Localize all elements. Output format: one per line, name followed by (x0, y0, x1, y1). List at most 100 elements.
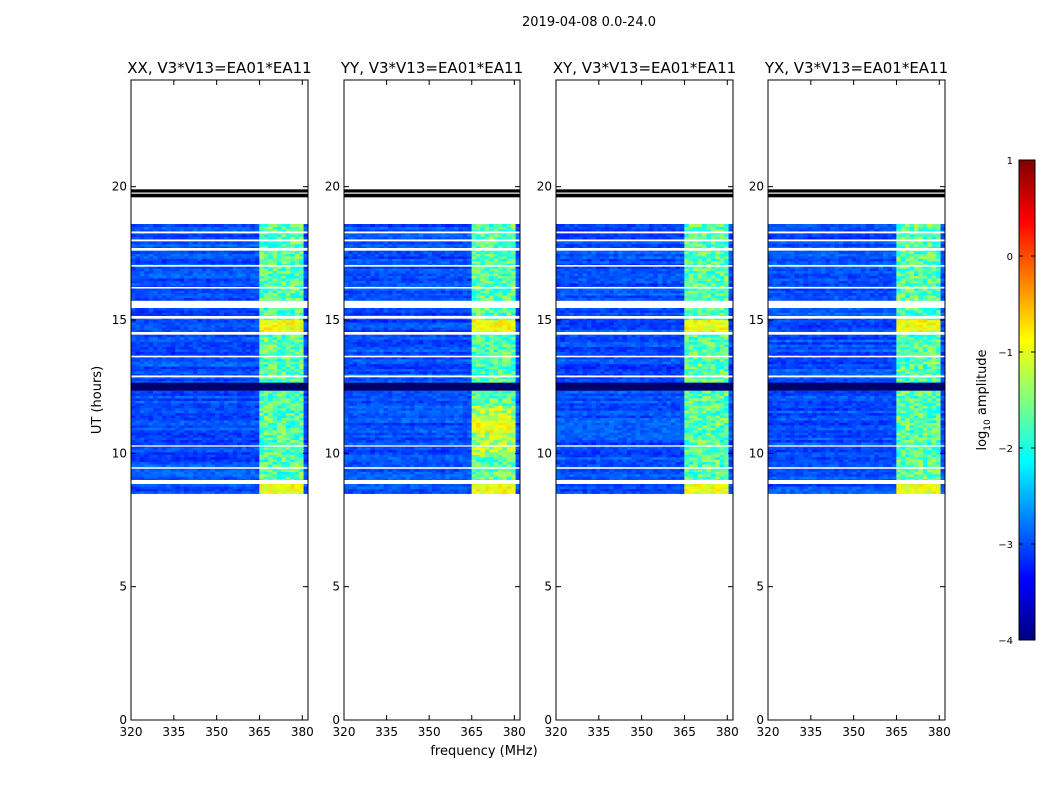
heatmap-cell (170, 241, 176, 245)
heatmap-cell (232, 282, 238, 286)
heatmap-cell (290, 471, 296, 475)
heatmap-cell (197, 437, 203, 441)
heatmap-cell (290, 336, 296, 340)
heatmap-cell (131, 449, 137, 453)
heatmap-cell (197, 343, 203, 348)
heatmap-cell (449, 461, 455, 465)
heatmap-cell (241, 348, 247, 352)
heatmap-cell (432, 490, 437, 494)
heatmap-cell (303, 243, 308, 247)
heatmap-cell (135, 449, 141, 453)
heatmap-cell (299, 485, 305, 490)
heatmap-cell (232, 471, 238, 475)
heatmap-cell (498, 490, 503, 494)
heatmap-cell (210, 263, 216, 267)
heatmap-cell (179, 346, 185, 350)
heatmap-cell (246, 297, 252, 301)
heatmap-cell (294, 334, 300, 338)
heatmap-cell (219, 287, 225, 291)
heatmap-cell (210, 280, 216, 284)
heatmap-cell (303, 463, 308, 467)
heatmap-cell (246, 348, 252, 352)
heatmap-cell (157, 439, 163, 443)
heatmap-cell (272, 351, 278, 355)
heatmap-cell (157, 446, 163, 450)
heatmap-cell (281, 339, 287, 343)
heatmap-cell (281, 319, 287, 323)
heatmap-cell (215, 326, 221, 330)
heatmap-cell (166, 476, 172, 480)
heatmap-cell (228, 336, 234, 340)
heatmap-cell (272, 454, 278, 458)
heatmap-cell (223, 490, 229, 494)
heatmap-cell (135, 368, 141, 372)
heatmap-cell (219, 434, 225, 438)
heatmap-cell (285, 348, 291, 352)
heatmap-cell (254, 454, 260, 458)
heatmap-cell (148, 260, 154, 264)
heatmap-cell (144, 228, 150, 232)
heatmap-cell (449, 476, 455, 480)
heatmap-cell (480, 463, 486, 467)
heatmap-cell (135, 341, 141, 345)
heatmap-cell (401, 468, 407, 472)
heatmap-cell (206, 422, 212, 426)
heatmap-cell (241, 429, 247, 433)
heatmap-cell (272, 368, 278, 372)
heatmap-cell (170, 319, 176, 323)
heatmap-cell (246, 407, 252, 411)
heatmap-cell (414, 471, 420, 475)
heatmap-cell (228, 405, 234, 409)
heatmap-cell (436, 485, 442, 490)
heatmap-cell (206, 236, 212, 240)
heatmap-cell (237, 260, 243, 264)
heatmap-cell (502, 471, 508, 475)
heatmap-cell (361, 473, 367, 477)
heatmap-cell (192, 468, 198, 472)
heatmap-cell (480, 488, 486, 492)
heatmap-cell (197, 370, 203, 374)
heatmap-cell (148, 439, 154, 443)
heatmap-cell (157, 343, 163, 348)
heatmap-cell (489, 490, 495, 494)
heatmap-cell (170, 246, 176, 250)
x-tick-label: 350 (205, 725, 228, 739)
heatmap-cell (175, 233, 181, 237)
heatmap-cell (237, 255, 243, 259)
heatmap-cell (206, 483, 212, 487)
heatmap-cell (246, 307, 252, 311)
heatmap-cell (170, 414, 176, 419)
data-gap (131, 198, 308, 202)
heatmap-cell (361, 476, 367, 480)
heatmap-cell (268, 356, 274, 360)
heatmap-cell (285, 243, 291, 247)
heatmap-cell (166, 407, 172, 411)
heatmap-cell (201, 395, 207, 399)
heatmap-cell (285, 366, 291, 370)
heatmap-cell (170, 392, 176, 396)
heatmap-cell (219, 228, 225, 232)
heatmap-cell (223, 432, 229, 436)
heatmap-cell (299, 275, 305, 279)
heatmap-cell (357, 463, 363, 467)
heatmap-cell (131, 392, 137, 396)
heatmap-cell (237, 429, 243, 433)
heatmap-cell (268, 233, 274, 237)
heatmap-cell (153, 473, 159, 477)
heatmap-cell (299, 363, 305, 367)
heatmap-cell (206, 439, 212, 443)
heatmap-cell (157, 402, 163, 406)
heatmap-cell (197, 312, 203, 316)
heatmap-cell (135, 287, 141, 291)
heatmap-cell (277, 255, 283, 259)
heatmap-cell (259, 270, 265, 274)
heatmap-cell (388, 488, 393, 492)
heatmap-cell (299, 490, 305, 494)
heatmap-cell (228, 410, 234, 414)
heatmap-cell (263, 341, 269, 345)
heatmap-cell (388, 463, 393, 467)
heatmap-cell (237, 427, 243, 431)
heatmap-cell (148, 275, 154, 279)
heatmap-cell (259, 373, 265, 377)
heatmap-cell (228, 414, 234, 419)
